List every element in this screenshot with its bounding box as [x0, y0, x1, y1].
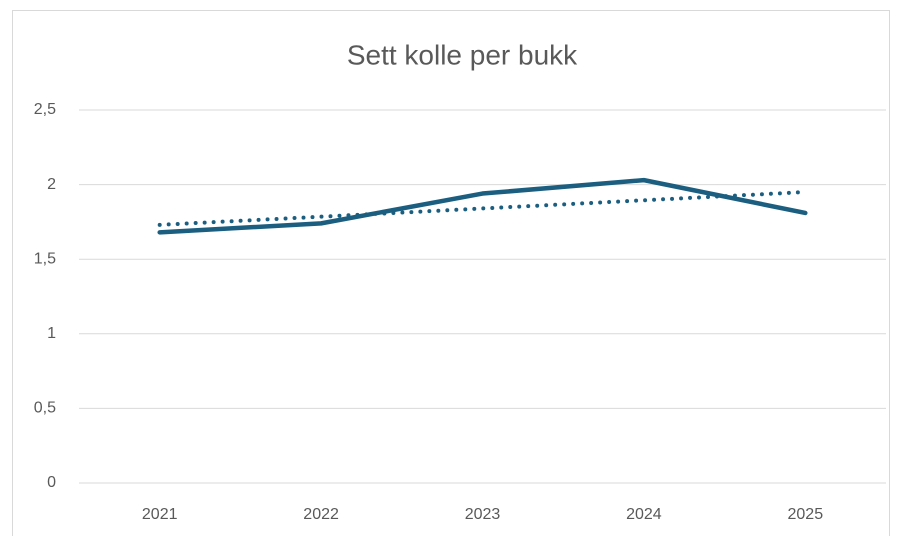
chart-border — [12, 10, 890, 536]
y-tick-label: 2 — [47, 176, 56, 193]
x-tick-label: 2022 — [303, 506, 339, 523]
y-tick-label: 0,5 — [34, 400, 56, 417]
data-line — [157, 177, 808, 235]
y-tick-label: 1,5 — [34, 250, 56, 267]
y-tick-label: 2,5 — [34, 101, 56, 118]
chart-title: Sett kolle per bukk — [347, 39, 578, 70]
y-tick-label: 1 — [47, 325, 56, 342]
y-tick-label: 0 — [47, 474, 56, 491]
trend-line — [157, 190, 808, 227]
x-tick-label: 2025 — [788, 506, 824, 523]
x-tick-label: 2024 — [626, 506, 662, 523]
x-tick-label: 2023 — [465, 506, 501, 523]
x-tick-label: 2021 — [142, 506, 178, 523]
